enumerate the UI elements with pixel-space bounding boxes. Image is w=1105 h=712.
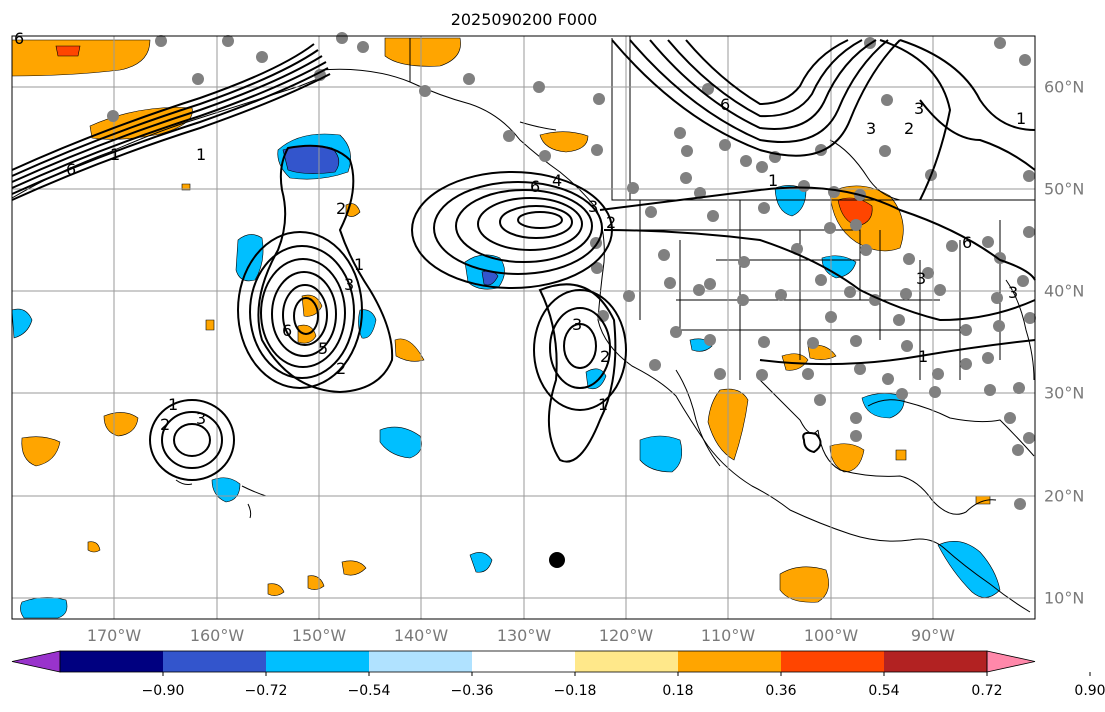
contour-label: 3 bbox=[572, 315, 582, 334]
plot-title: 2025090200 F000 bbox=[450, 10, 598, 29]
colorbar-tick-label: −0.72 bbox=[244, 683, 288, 699]
longitude-tick-label: 150°W bbox=[291, 626, 347, 645]
longitude-tick-label: 90°W bbox=[910, 626, 956, 645]
colorbar-tick-label: −0.90 bbox=[141, 683, 185, 699]
contour-label: 3 bbox=[1008, 283, 1018, 302]
contour-label: 6 bbox=[720, 95, 730, 114]
colorbar-tick-label: −0.18 bbox=[553, 683, 597, 699]
contour-label: 2 bbox=[606, 213, 616, 232]
contour-lines bbox=[11, 39, 1036, 481]
contour-label: 1 bbox=[1016, 109, 1026, 128]
contour-label: 2 bbox=[160, 415, 170, 434]
contour-label: 6 bbox=[962, 233, 972, 252]
colorbar-tick-label: −0.36 bbox=[450, 683, 494, 699]
colorbar-segment bbox=[781, 651, 885, 672]
contour-label: 2 bbox=[600, 347, 610, 366]
longitude-tick-label: 160°W bbox=[189, 626, 245, 645]
colorbar-segment bbox=[884, 651, 988, 672]
contour-label: 3 bbox=[916, 269, 926, 288]
colorbar-tick-label: 0.54 bbox=[868, 683, 900, 699]
contour-label: 6 bbox=[282, 321, 292, 340]
colorbar-tick-label: −0.54 bbox=[347, 683, 391, 699]
positive-anomaly-shading bbox=[11, 37, 991, 603]
contour-label: 6 bbox=[66, 160, 76, 179]
contour-label: 1 bbox=[768, 171, 778, 190]
map-frame bbox=[11, 35, 1036, 620]
storm-center-marker bbox=[549, 552, 565, 568]
contour-label: 3 bbox=[588, 197, 598, 216]
contour-label: 1 bbox=[110, 145, 120, 164]
contour-label: 2 bbox=[904, 119, 914, 138]
contour-label: 6 bbox=[530, 177, 540, 196]
longitude-tick-label: 110°W bbox=[700, 626, 756, 645]
longitude-tick-label: 170°W bbox=[86, 626, 142, 645]
colorbar-extend-min bbox=[11, 650, 61, 673]
colorbar-tick-label: 0.18 bbox=[662, 683, 694, 699]
colorbar-segment bbox=[266, 651, 370, 672]
latitude-tick-label: 60°N bbox=[1044, 77, 1085, 97]
longitude-tick-label: 140°W bbox=[393, 626, 449, 645]
colorbar-outline bbox=[59, 650, 988, 673]
contour-label: 1 bbox=[354, 255, 364, 274]
contour-label: 6 bbox=[14, 29, 24, 48]
colorbar bbox=[11, 650, 1091, 676]
colorbar-segment bbox=[163, 651, 267, 672]
latitude-tick-label: 20°N bbox=[1044, 486, 1085, 506]
coastlines bbox=[11, 36, 1035, 613]
contour-label: 4 bbox=[552, 171, 562, 190]
contour-label: 3 bbox=[866, 119, 876, 138]
contour-label-group: 6 1 1 6 3 2 3 1 1 6 4 3 2 2 1 3 6 5 2 3 … bbox=[14, 29, 1026, 434]
contour-label: 3 bbox=[196, 409, 206, 428]
contour-label: 5 bbox=[318, 339, 328, 358]
colorbar-tick-label: 0.72 bbox=[971, 683, 1003, 699]
contour-label: 1 bbox=[168, 395, 178, 414]
contour-label: 3 bbox=[344, 275, 354, 294]
colorbar-segment bbox=[678, 651, 782, 672]
colorbar-segment bbox=[60, 651, 164, 672]
contour-label: 1 bbox=[918, 347, 928, 366]
colorbar-extend-max bbox=[986, 650, 1036, 673]
longitude-tick-label: 100°W bbox=[803, 626, 859, 645]
longitude-tick-label: 120°W bbox=[598, 626, 654, 645]
contour-label: 1 bbox=[598, 395, 608, 414]
latitude-tick-label: 40°N bbox=[1044, 281, 1085, 301]
contour-label: 2 bbox=[336, 199, 346, 218]
contour-label: 1 bbox=[196, 145, 206, 164]
colorbar-tick-label: 0.90 bbox=[1074, 683, 1105, 699]
longitude-tick-label: 130°W bbox=[496, 626, 552, 645]
colorbar-tick-label: 0.36 bbox=[765, 683, 797, 699]
latitude-tick-label: 10°N bbox=[1044, 588, 1085, 608]
latitude-tick-label: 30°N bbox=[1044, 383, 1085, 403]
contour-label: 3 bbox=[914, 99, 924, 118]
colorbar-segment bbox=[472, 651, 576, 672]
latitude-tick-label: 50°N bbox=[1044, 179, 1085, 199]
colorbar-segment bbox=[369, 651, 473, 672]
contour-label: 2 bbox=[336, 359, 346, 378]
colorbar-segment bbox=[575, 651, 679, 672]
